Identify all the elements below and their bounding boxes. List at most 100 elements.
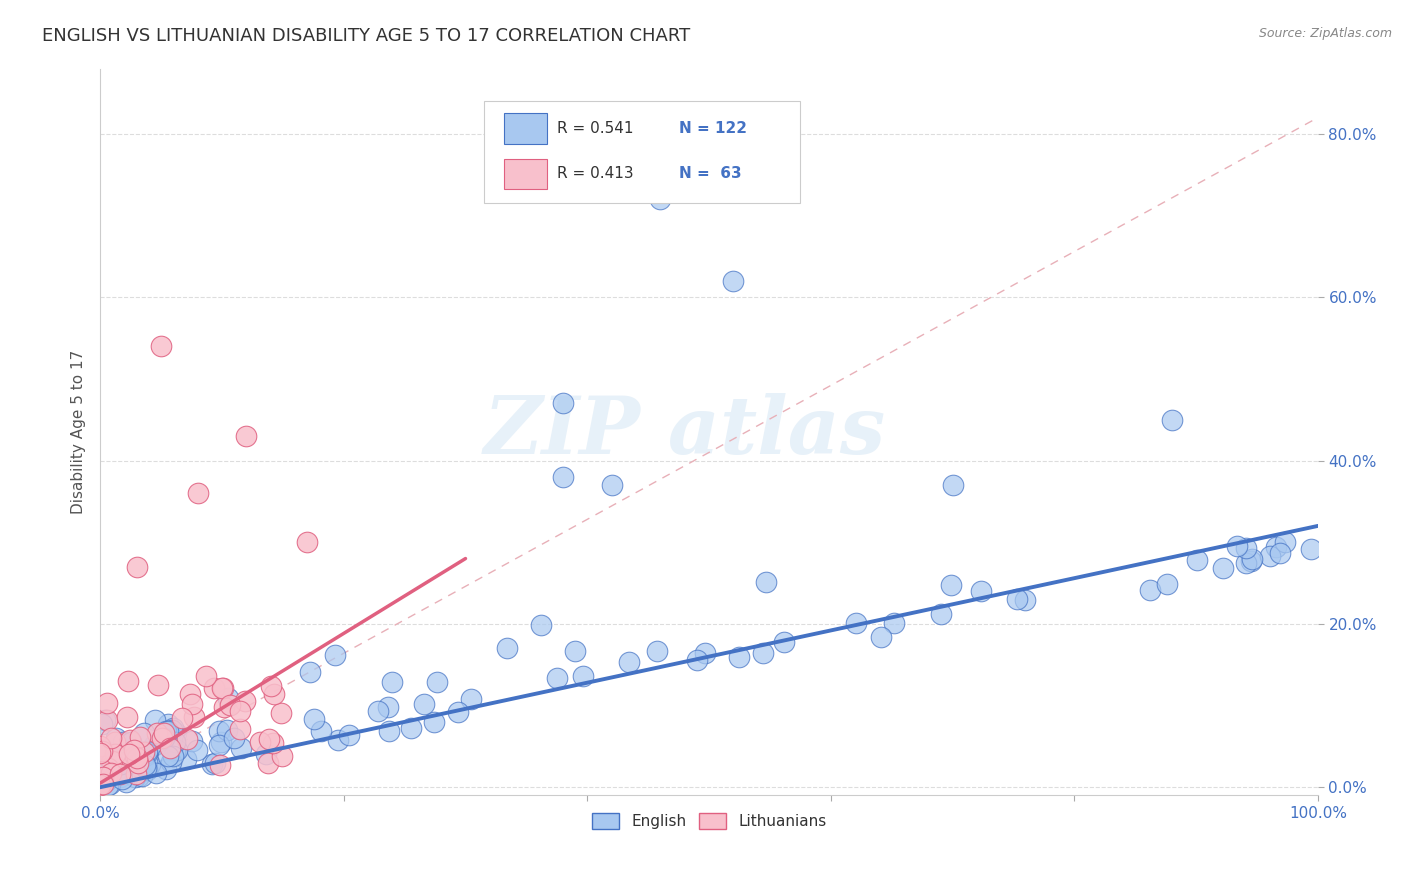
Point — [89, 739, 111, 753]
Point — [105, 759, 128, 773]
Point — [426, 675, 449, 690]
FancyBboxPatch shape — [484, 101, 800, 203]
Point — [202, 681, 225, 695]
Point — [551, 396, 574, 410]
Point — [174, 752, 197, 766]
Point — [156, 748, 179, 763]
Point — [1240, 551, 1263, 566]
Point — [1268, 546, 1291, 560]
Point — [723, 274, 745, 288]
Point — [89, 779, 111, 793]
Point — [1156, 577, 1178, 591]
Point — [96, 696, 118, 710]
Point — [942, 478, 965, 492]
Point — [94, 714, 117, 728]
Point — [160, 756, 183, 770]
Point — [295, 535, 318, 549]
Point — [1139, 582, 1161, 597]
Point — [136, 763, 159, 777]
Point — [460, 692, 482, 706]
Point — [110, 767, 132, 781]
Point — [111, 746, 134, 760]
Point — [215, 723, 238, 737]
Point — [235, 429, 257, 443]
Point — [135, 761, 157, 775]
Point — [377, 699, 399, 714]
Point — [165, 744, 187, 758]
Point — [156, 723, 179, 738]
Point — [155, 762, 177, 776]
Point — [93, 770, 115, 784]
Point — [110, 756, 132, 771]
Point — [142, 738, 165, 752]
Point — [91, 777, 114, 791]
Point — [181, 697, 204, 711]
Point — [90, 776, 112, 790]
Point — [229, 741, 252, 756]
Point — [259, 731, 281, 746]
Point — [100, 731, 122, 745]
Legend: English, Lithuanians: English, Lithuanians — [585, 806, 832, 835]
Point — [326, 733, 349, 747]
Point — [381, 674, 404, 689]
Point — [302, 712, 325, 726]
Point — [270, 749, 292, 764]
Point — [100, 765, 122, 780]
Point — [96, 774, 118, 789]
Point — [115, 775, 138, 789]
Point — [1160, 413, 1182, 427]
Point — [412, 697, 434, 711]
Point — [124, 770, 146, 784]
Point — [112, 735, 135, 749]
Point — [120, 735, 142, 749]
Point — [204, 756, 226, 771]
Point — [111, 772, 134, 786]
Text: N =  63: N = 63 — [679, 166, 741, 181]
Point — [183, 709, 205, 723]
Bar — [505, 113, 547, 144]
Point — [209, 735, 232, 749]
Point — [564, 643, 586, 657]
Text: Source: ZipAtlas.com: Source: ZipAtlas.com — [1258, 27, 1392, 40]
Point — [89, 746, 111, 760]
Point — [104, 735, 127, 749]
Point — [401, 721, 423, 735]
Point — [136, 743, 159, 757]
Point — [367, 704, 389, 718]
Point — [125, 751, 148, 765]
Point — [378, 723, 401, 738]
Point — [1274, 535, 1296, 549]
Point — [110, 770, 132, 784]
Point — [150, 339, 173, 353]
Point — [181, 734, 204, 748]
Point — [139, 756, 162, 771]
Point — [91, 765, 114, 780]
Point — [212, 699, 235, 714]
Text: ENGLISH VS LITHUANIAN DISABILITY AGE 5 TO 17 CORRELATION CHART: ENGLISH VS LITHUANIAN DISABILITY AGE 5 T… — [42, 27, 690, 45]
Point — [235, 694, 257, 708]
Point — [929, 607, 952, 622]
Text: ZIP atlas: ZIP atlas — [484, 393, 886, 471]
Point — [752, 646, 775, 660]
Point — [423, 715, 446, 730]
Point — [143, 713, 166, 727]
Point — [115, 710, 138, 724]
Point — [447, 705, 470, 719]
Bar — [505, 159, 547, 188]
Point — [172, 711, 194, 725]
Point — [127, 756, 149, 771]
Point — [939, 578, 962, 592]
Point — [118, 747, 141, 761]
Point — [207, 738, 229, 752]
Point — [89, 774, 111, 789]
Point — [728, 649, 751, 664]
Point — [96, 757, 118, 772]
Point — [90, 716, 112, 731]
Point — [97, 778, 120, 792]
Point — [298, 665, 321, 680]
Point — [209, 758, 232, 772]
Text: N = 122: N = 122 — [679, 121, 747, 136]
Point — [129, 730, 152, 744]
Point — [323, 648, 346, 662]
Point — [1014, 592, 1036, 607]
